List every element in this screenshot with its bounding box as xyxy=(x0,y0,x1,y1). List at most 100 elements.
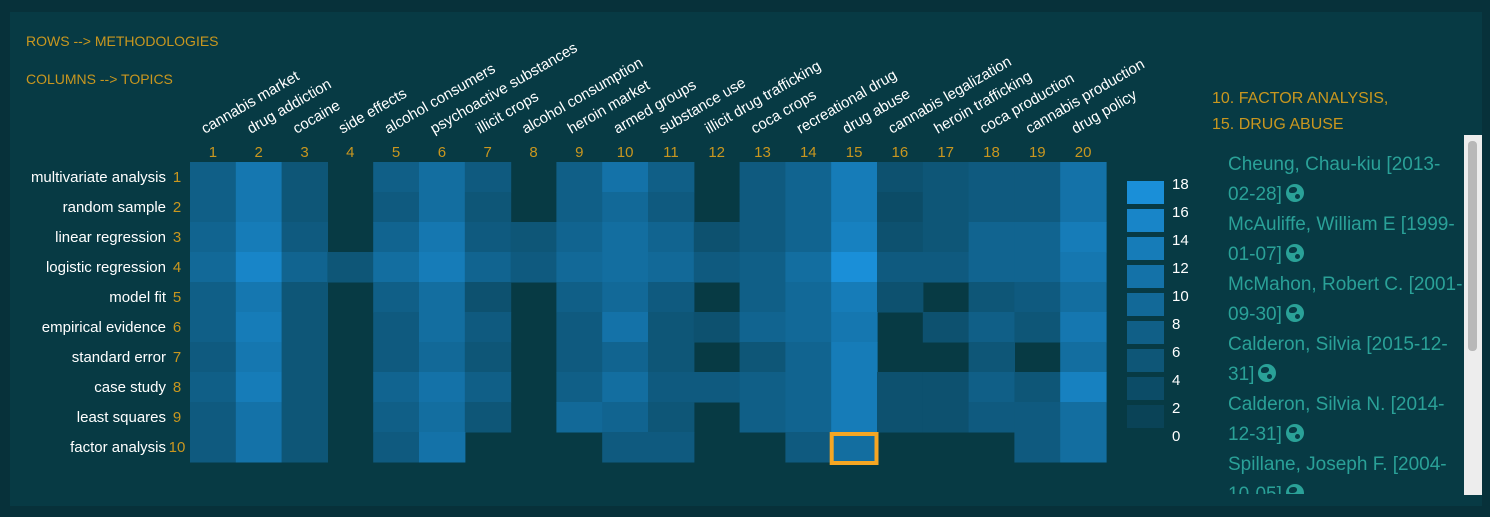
heatmap-cell[interactable] xyxy=(968,402,1015,433)
heatmap-cell[interactable] xyxy=(1060,312,1107,343)
document-title[interactable]: McMahon, Robert C. [2001-09-30] xyxy=(1228,274,1463,325)
heatmap-cell[interactable] xyxy=(877,192,924,223)
heatmap-cell[interactable] xyxy=(373,432,420,463)
heatmap-cell[interactable] xyxy=(1060,402,1107,433)
heatmap-cell[interactable] xyxy=(419,162,466,193)
heatmap-cell[interactable] xyxy=(648,432,695,463)
heatmap-cell[interactable] xyxy=(602,222,649,253)
globe-icon[interactable] xyxy=(1258,364,1277,382)
heatmap-cell[interactable] xyxy=(373,222,420,253)
globe-icon[interactable] xyxy=(1285,184,1304,202)
heatmap-cell[interactable] xyxy=(1014,252,1061,283)
heatmap-cell[interactable] xyxy=(1060,162,1107,193)
document-link[interactable]: Calderon, Silvia N. [2014-12-31] xyxy=(1228,390,1464,450)
heatmap-cell[interactable] xyxy=(373,282,420,313)
heatmap-cell[interactable] xyxy=(877,222,924,253)
heatmap-cell[interactable] xyxy=(1060,342,1107,373)
heatmap-cell[interactable] xyxy=(1060,432,1107,463)
heatmap-cell[interactable] xyxy=(373,162,420,193)
heatmap-cell[interactable] xyxy=(922,192,970,223)
heatmap-cell[interactable] xyxy=(922,402,970,433)
heatmap-cell[interactable] xyxy=(831,162,878,193)
heatmap-cell[interactable] xyxy=(693,252,741,283)
heatmap-cell[interactable] xyxy=(739,192,786,223)
heatmap-cell[interactable] xyxy=(190,222,237,253)
heatmap-cell[interactable] xyxy=(556,372,603,403)
heatmap-cell[interactable] xyxy=(510,222,557,253)
heatmap-cell[interactable] xyxy=(190,252,237,283)
heatmap-cell[interactable] xyxy=(922,162,970,193)
heatmap-cell[interactable] xyxy=(648,342,695,373)
heatmap-cell[interactable] xyxy=(602,282,649,313)
heatmap-cell[interactable] xyxy=(922,252,970,283)
heatmap-cell[interactable] xyxy=(1060,222,1107,253)
heatmap-cell[interactable] xyxy=(327,252,374,283)
heatmap-cell[interactable] xyxy=(419,282,466,313)
heatmap-cell[interactable] xyxy=(281,432,328,463)
heatmap-cell[interactable] xyxy=(190,282,237,313)
heatmap-cell[interactable] xyxy=(968,162,1015,193)
heatmap-cell[interactable] xyxy=(281,402,328,433)
heatmap-cell[interactable] xyxy=(556,282,603,313)
heatmap-cell[interactable] xyxy=(831,342,878,373)
heatmap-cell[interactable] xyxy=(1060,372,1107,403)
heatmap-cell[interactable] xyxy=(968,192,1015,223)
heatmap-cell[interactable] xyxy=(235,372,283,403)
heatmap-cell[interactable] xyxy=(373,192,420,223)
heatmap-cell[interactable] xyxy=(556,192,603,223)
heatmap-cell[interactable] xyxy=(602,342,649,373)
heatmap-cell[interactable] xyxy=(419,402,466,433)
row-label[interactable]: least squares xyxy=(77,409,166,426)
heatmap-cell[interactable] xyxy=(785,432,832,463)
heatmap-cell[interactable] xyxy=(190,162,237,193)
heatmap-cell[interactable] xyxy=(739,372,786,403)
document-title[interactable]: Cheung, Chau-kiu [2013-02-28] xyxy=(1228,154,1441,205)
heatmap-cell[interactable] xyxy=(373,252,420,283)
row-label[interactable]: case study xyxy=(94,379,166,396)
heatmap-cell[interactable] xyxy=(419,312,466,343)
heatmap-cell[interactable] xyxy=(968,252,1015,283)
heatmap-cell[interactable] xyxy=(648,312,695,343)
heatmap-cell[interactable] xyxy=(739,282,786,313)
heatmap-cell[interactable] xyxy=(464,282,512,313)
heatmap-cell[interactable] xyxy=(464,402,512,433)
heatmap-cell[interactable] xyxy=(739,342,786,373)
heatmap-cell[interactable] xyxy=(235,402,283,433)
heatmap-cell[interactable] xyxy=(235,222,283,253)
heatmap-cell[interactable] xyxy=(235,192,283,223)
heatmap-cell[interactable] xyxy=(877,372,924,403)
heatmap-cell[interactable] xyxy=(968,312,1015,343)
heatmap-cell[interactable] xyxy=(556,342,603,373)
document-link[interactable]: McMahon, Robert C. [2001-09-30] xyxy=(1228,270,1464,330)
heatmap-cell[interactable] xyxy=(373,372,420,403)
heatmap-cell[interactable] xyxy=(281,222,328,253)
heatmap-cell[interactable] xyxy=(190,192,237,223)
heatmap-cell[interactable] xyxy=(648,162,695,193)
heatmap-cell[interactable] xyxy=(602,312,649,343)
document-link[interactable]: McAuliffe, William E [1999-01-07] xyxy=(1228,210,1464,270)
heatmap-cell[interactable] xyxy=(235,342,283,373)
heatmap-cell[interactable] xyxy=(419,192,466,223)
heatmap-cell[interactable] xyxy=(831,222,878,253)
globe-icon[interactable] xyxy=(1285,244,1304,262)
heatmap-cell[interactable] xyxy=(235,282,283,313)
heatmap-cell[interactable] xyxy=(693,312,741,343)
heatmap-cell[interactable] xyxy=(968,222,1015,253)
heatmap-cell[interactable] xyxy=(190,312,237,343)
row-label[interactable]: logistic regression xyxy=(46,259,166,276)
document-list[interactable]: Cheung, Chau-kiu [2013-02-28] McAuliffe, … xyxy=(1228,150,1464,494)
heatmap-cell[interactable] xyxy=(831,192,878,223)
heatmap-cell[interactable] xyxy=(464,252,512,283)
heatmap-cell[interactable] xyxy=(556,252,603,283)
heatmap-cell[interactable] xyxy=(1014,372,1061,403)
heatmap-cell[interactable] xyxy=(419,432,466,463)
globe-icon[interactable] xyxy=(1285,484,1304,494)
document-title[interactable]: McAuliffe, William E [1999-01-07] xyxy=(1228,214,1455,265)
heatmap-cell[interactable] xyxy=(464,222,512,253)
heatmap-cell[interactable] xyxy=(785,312,832,343)
heatmap-cell[interactable] xyxy=(648,222,695,253)
heatmap-cell[interactable] xyxy=(281,342,328,373)
heatmap-cell[interactable] xyxy=(968,342,1015,373)
heatmap-cell[interactable] xyxy=(1014,432,1061,463)
heatmap-cell[interactable] xyxy=(602,372,649,403)
